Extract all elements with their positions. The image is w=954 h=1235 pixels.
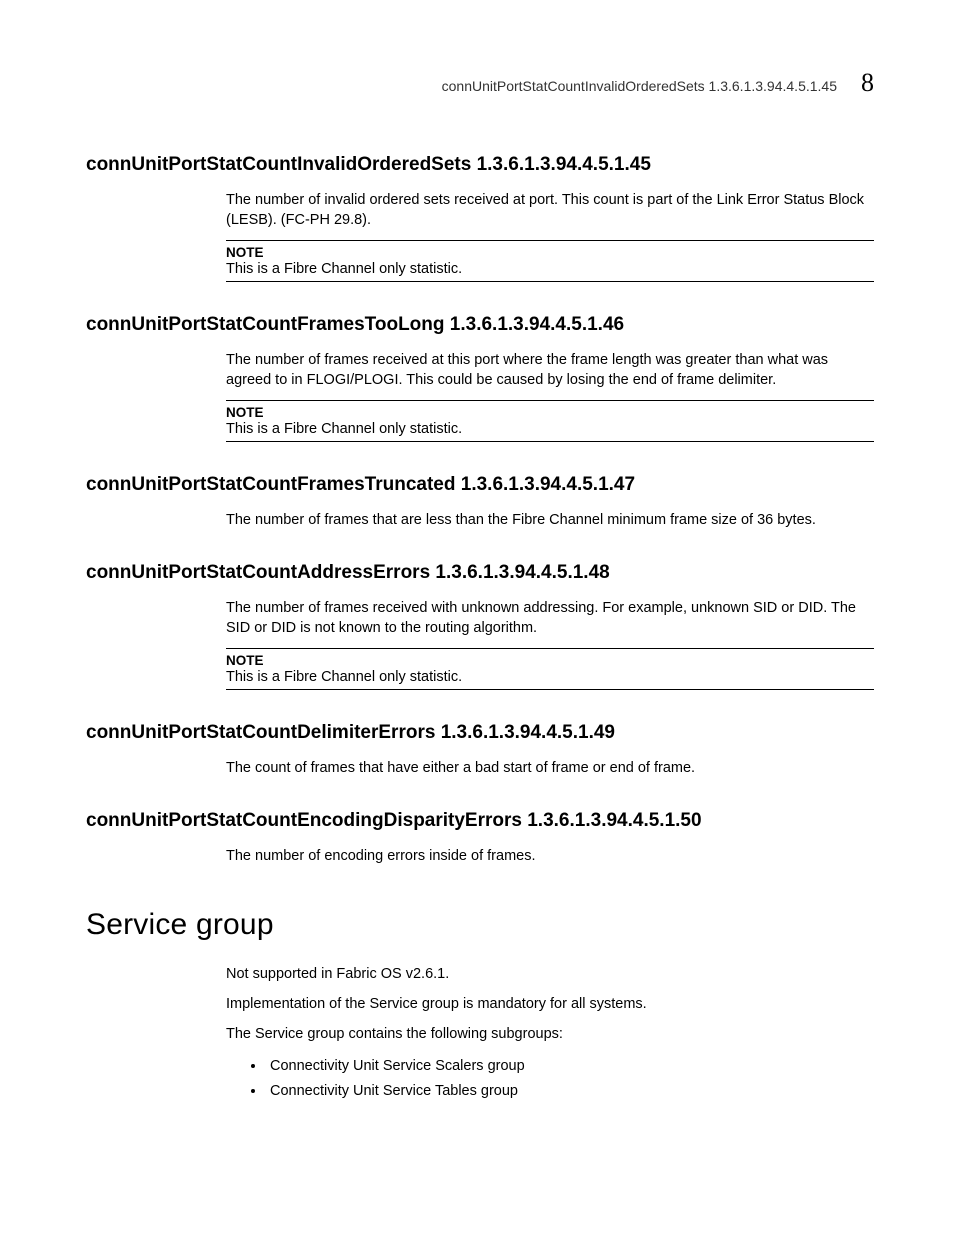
chapter-body: Not supported in Fabric OS v2.6.1. Implem…: [86, 964, 874, 1044]
list-item: Connectivity Unit Service Scalers group: [266, 1054, 874, 1079]
note-block: NOTEThis is a Fibre Channel only statist…: [226, 648, 874, 690]
running-header: connUnitPortStatCountInvalidOrderedSets …: [86, 68, 874, 98]
section-heading: connUnitPortStatCountInvalidOrderedSets …: [86, 154, 874, 176]
list-item: Connectivity Unit Service Tables group: [266, 1079, 874, 1104]
section-heading: connUnitPortStatCountAddressErrors 1.3.6…: [86, 562, 874, 584]
note-label: NOTE: [226, 653, 874, 668]
note-label: NOTE: [226, 245, 874, 260]
document-page: connUnitPortStatCountInvalidOrderedSets …: [0, 0, 954, 1183]
section-body: The number of encoding errors inside of …: [226, 846, 874, 866]
chapter-paragraph: The Service group contains the following…: [226, 1024, 874, 1044]
note-label: NOTE: [226, 405, 874, 420]
section-heading: connUnitPortStatCountFramesTooLong 1.3.6…: [86, 314, 874, 336]
note-text: This is a Fibre Channel only statistic.: [226, 261, 874, 277]
section-heading: connUnitPortStatCountDelimiterErrors 1.3…: [86, 722, 874, 744]
section-heading: connUnitPortStatCountEncodingDisparityEr…: [86, 810, 874, 832]
section-heading: connUnitPortStatCountFramesTruncated 1.3…: [86, 474, 874, 496]
note-rule-bottom: [226, 441, 874, 442]
running-title: connUnitPortStatCountInvalidOrderedSets …: [442, 78, 837, 94]
note-rule-bottom: [226, 281, 874, 282]
section-body: The number of frames received at this po…: [226, 350, 874, 390]
note-rule-bottom: [226, 689, 874, 690]
sections-container: connUnitPortStatCountInvalidOrderedSets …: [86, 154, 874, 866]
chapter-number: 8: [861, 68, 874, 98]
chapter-paragraph: Not supported in Fabric OS v2.6.1.: [226, 964, 874, 984]
note-text: This is a Fibre Channel only statistic.: [226, 669, 874, 685]
note-block: NOTEThis is a Fibre Channel only statist…: [226, 240, 874, 282]
section-body: The number of invalid ordered sets recei…: [226, 190, 874, 230]
note-rule-top: [226, 240, 874, 241]
note-rule-top: [226, 648, 874, 649]
note-block: NOTEThis is a Fibre Channel only statist…: [226, 400, 874, 442]
chapter-heading: Service group: [86, 908, 874, 942]
section-body: The number of frames that are less than …: [226, 510, 874, 530]
note-text: This is a Fibre Channel only statistic.: [226, 421, 874, 437]
section-body: The count of frames that have either a b…: [226, 758, 874, 778]
bullet-list: Connectivity Unit Service Scalers groupC…: [226, 1054, 874, 1103]
chapter-paragraph: Implementation of the Service group is m…: [226, 994, 874, 1014]
section-body: The number of frames received with unkno…: [226, 598, 874, 638]
note-rule-top: [226, 400, 874, 401]
